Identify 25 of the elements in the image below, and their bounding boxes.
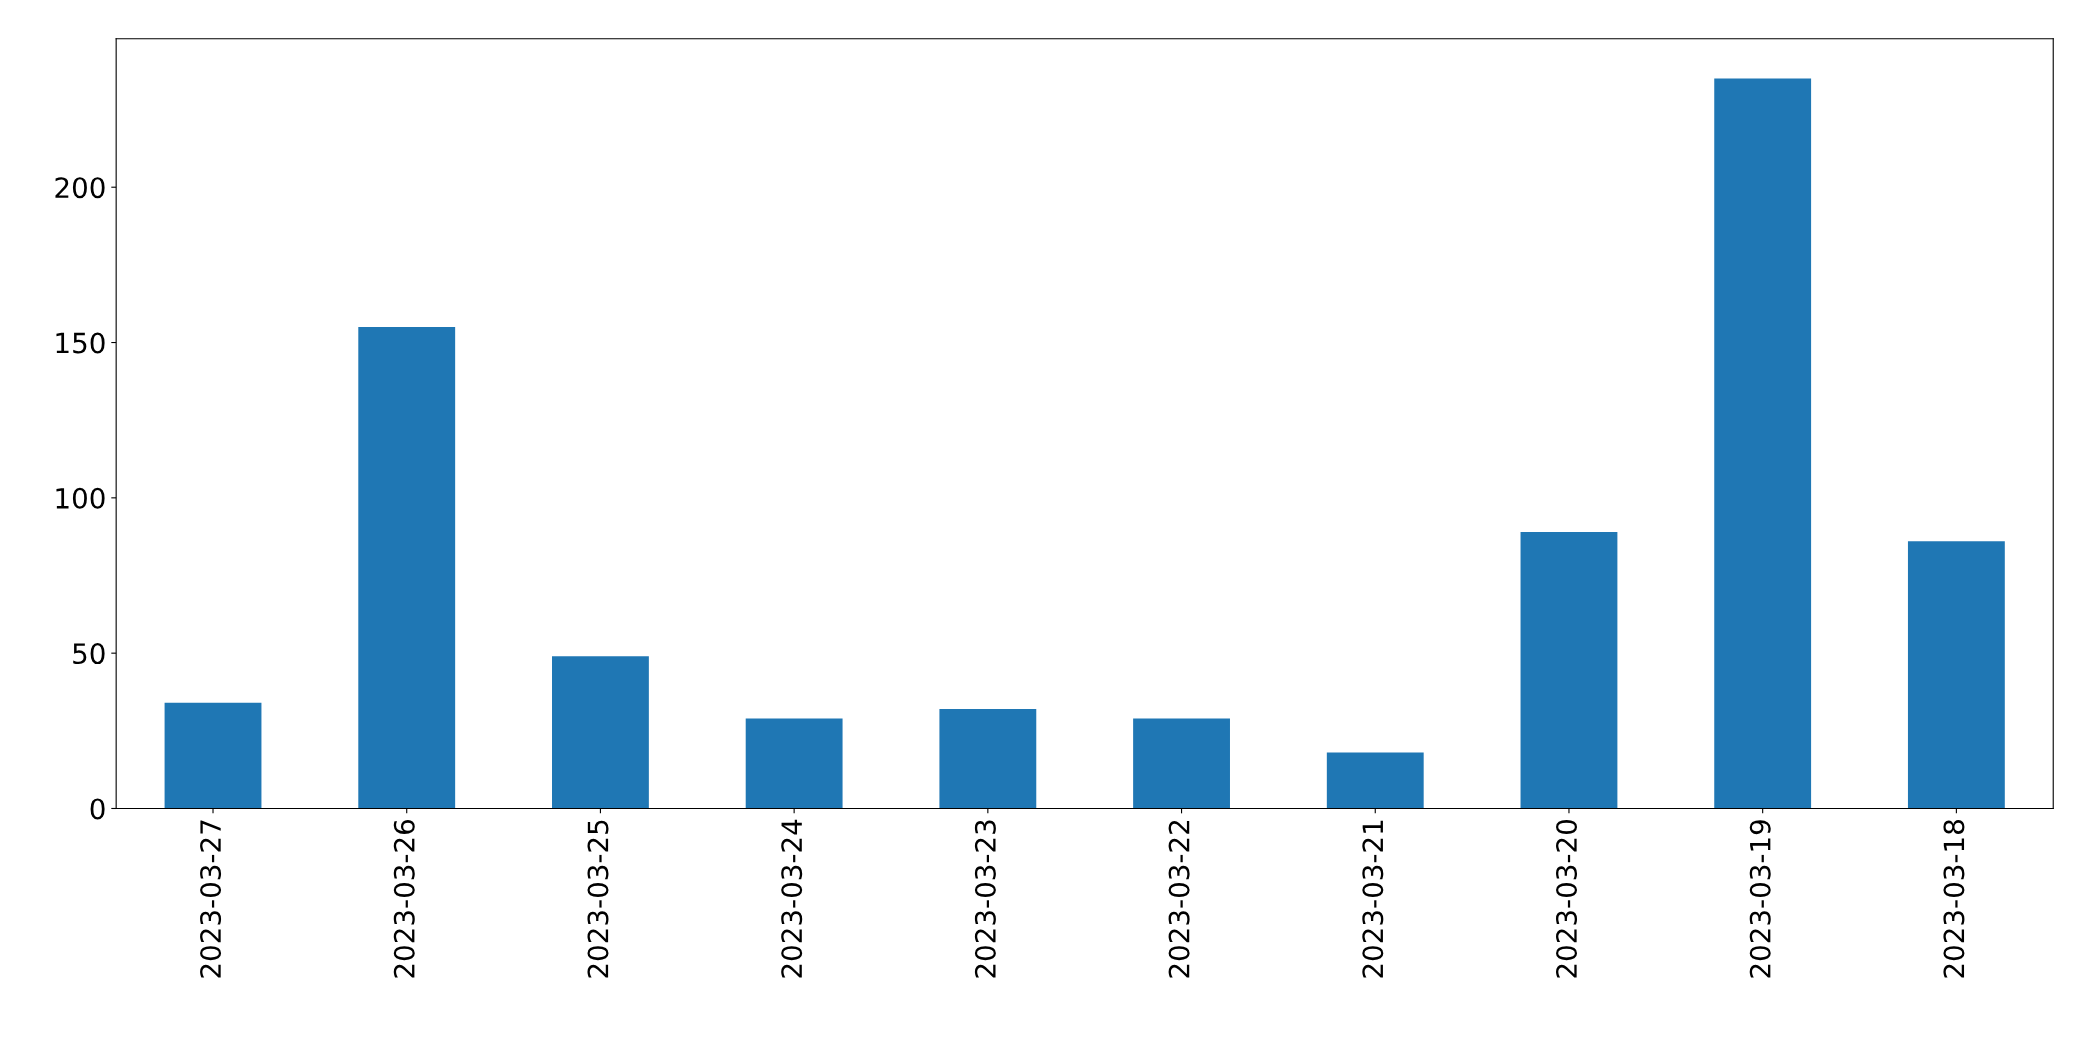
bar (358, 327, 456, 809)
bar (1520, 532, 1618, 809)
x-tick-label: 2023-03-18 (1943, 820, 1965, 978)
y-tick-label: 200 (55, 177, 105, 199)
bar (1133, 718, 1230, 809)
y-tick-label: 0 (90, 798, 105, 820)
bar (1326, 752, 1424, 809)
x-tick-label: 2023-03-19 (1749, 820, 1771, 978)
y-tick-label: 50 (73, 643, 105, 665)
x-tick-label: 2023-03-24 (781, 819, 803, 978)
y-tick-label: 100 (56, 487, 105, 509)
x-tick-label: 2023-03-26 (393, 819, 415, 978)
bar (164, 702, 262, 809)
x-tick-label: 2023-03-25 (587, 820, 609, 978)
bar (939, 709, 1037, 809)
bar (1714, 78, 1812, 809)
bar (552, 656, 649, 809)
bar (1907, 541, 2005, 809)
x-tick-label: 2023-03-23 (974, 820, 996, 978)
x-tick-label: 2023-03-21 (1362, 820, 1384, 978)
bar (745, 718, 843, 809)
x-tick-label: 2023-03-22 (1168, 820, 1190, 978)
y-tick-label: 150 (56, 332, 105, 354)
x-tick-label: 2023-03-27 (200, 820, 222, 978)
x-tick-label: 2023-03-20 (1556, 820, 1578, 978)
